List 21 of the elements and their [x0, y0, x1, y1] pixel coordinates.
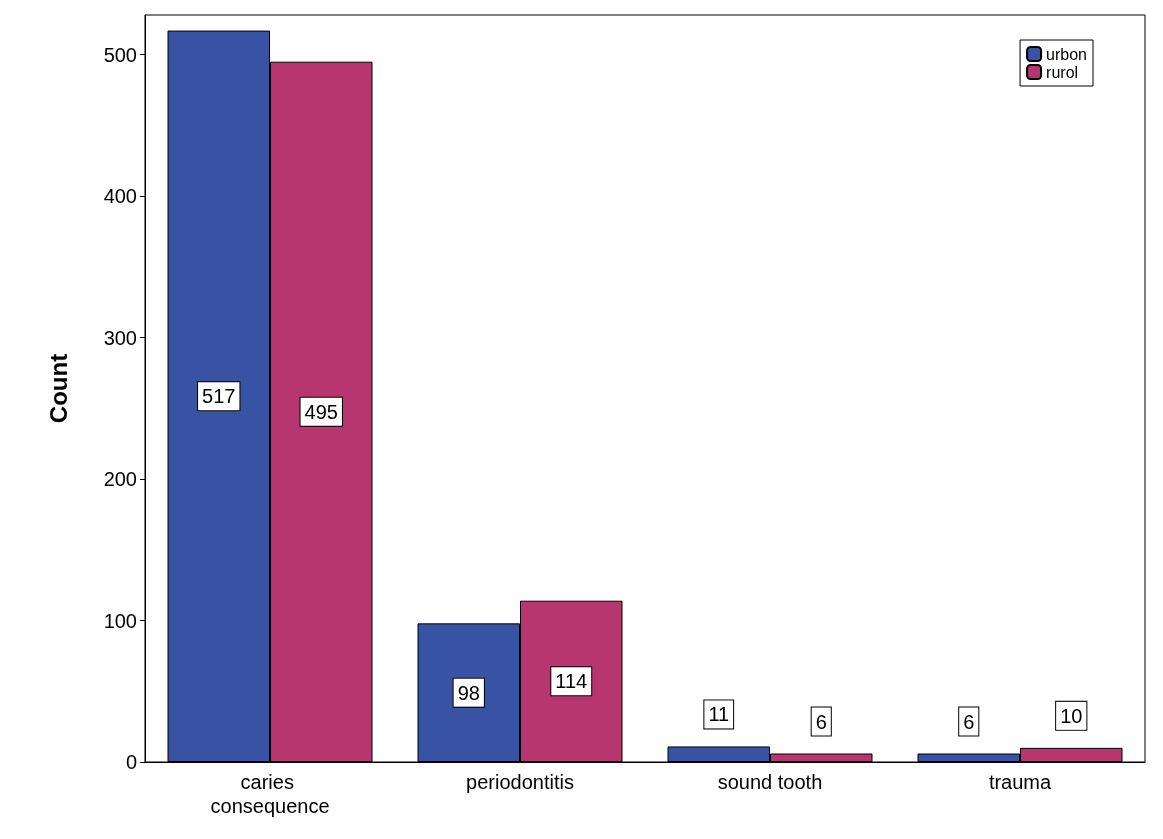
- x-tick-label: caries consequence: [210, 771, 330, 817]
- data-label: 11: [708, 703, 730, 726]
- x-tick-label: trauma: [988, 771, 1052, 793]
- data-label: 10: [1060, 704, 1083, 727]
- y-tick-label: 0: [125, 751, 137, 773]
- data-label: 98: [457, 681, 480, 704]
- y-axis-title: Count: [44, 353, 72, 424]
- y-tick-label: 100: [103, 609, 137, 632]
- data-label: 517: [202, 385, 236, 408]
- y-tick-label: 200: [103, 468, 137, 491]
- data-label: 495: [304, 400, 338, 423]
- y-tick-label: 500: [103, 43, 137, 66]
- y-tick-label: 300: [103, 326, 137, 349]
- y-tick-label: 400: [103, 185, 137, 208]
- x-tick-label: sound tooth: [717, 771, 823, 793]
- legend-label: rurol: [1046, 63, 1079, 81]
- legend-label: urbon: [1046, 45, 1087, 63]
- data-label: 6: [815, 710, 827, 733]
- x-tick-label: periodontitis: [466, 771, 574, 793]
- data-label: 6: [963, 710, 975, 733]
- data-label: 114: [555, 670, 588, 693]
